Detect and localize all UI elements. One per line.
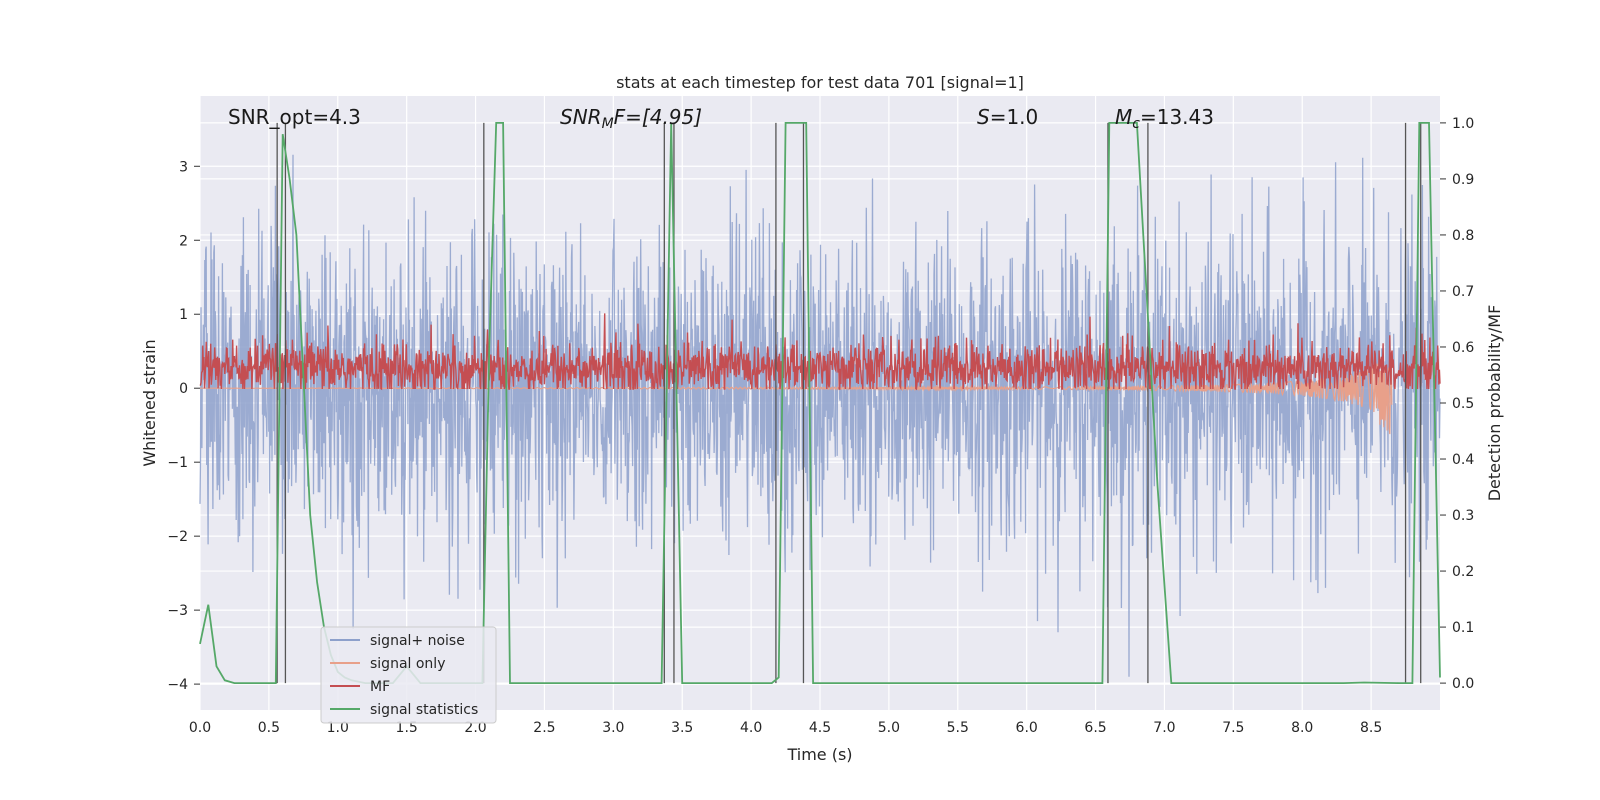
- y2-tick-label: 0.5: [1452, 396, 1474, 412]
- x-tick-label: 2.5: [533, 720, 555, 736]
- annotation-snr-mf: SNRMF=[4.95]: [560, 105, 702, 132]
- y2-tick-label: 0.1: [1452, 620, 1474, 636]
- y2-tick-label: 0.4: [1452, 452, 1474, 468]
- y2-tick-label: 0.6: [1452, 340, 1474, 356]
- x-tick-label: 0.0: [189, 720, 211, 736]
- y-tick-label: −4: [167, 677, 188, 693]
- y2-tick-label: 1.0: [1452, 116, 1474, 132]
- annotation-snr-mf-sub: M: [602, 116, 614, 132]
- x-tick-label: 5.0: [878, 720, 900, 736]
- x-tick-label: 8.0: [1291, 720, 1313, 736]
- legend: signal+ noise signal only MF signal stat…: [320, 626, 497, 724]
- x-tick-label: 5.5: [947, 720, 969, 736]
- x-tick-label: 4.5: [809, 720, 831, 736]
- y-tick-label: −2: [167, 529, 188, 545]
- x-tick-label: 6.5: [1084, 720, 1106, 736]
- legend-label-stats: signal statistics: [370, 702, 478, 718]
- y-tick-label: 1: [179, 307, 188, 323]
- annotation-mc-rest: =13.43: [1140, 105, 1214, 129]
- legend-box: [320, 626, 497, 724]
- annotation-mc-main: M: [1115, 105, 1132, 129]
- y-tick-label: 0: [179, 381, 188, 397]
- x-tick-label: 7.0: [1153, 720, 1175, 736]
- annotation-snr-opt: SNR_opt=4.3: [228, 105, 361, 129]
- x-tick-label: 2.0: [464, 720, 486, 736]
- y2-tick-label: 0.2: [1452, 564, 1474, 580]
- y2-tick-label: 0.3: [1452, 508, 1474, 524]
- legend-label-signal: signal only: [370, 656, 445, 672]
- mf-series: [199, 313, 1441, 391]
- annotation-s-main: S: [977, 105, 990, 129]
- y2-tick-label: 0.9: [1452, 172, 1474, 188]
- signal-only-series: [200, 355, 1393, 435]
- mf-line: [199, 313, 1441, 391]
- chart-title: stats at each timestep for test data 701…: [616, 73, 1024, 92]
- x-tick-label: 6.0: [1016, 720, 1038, 736]
- y2-axis-label: Detection probability/MF: [1485, 305, 1504, 502]
- annotation-snr-mf-rest: F=[4.95]: [614, 105, 702, 129]
- x-tick-label: 3.5: [671, 720, 693, 736]
- x-tick-label: 8.5: [1360, 720, 1382, 736]
- x-tick-label: 4.0: [740, 720, 762, 736]
- x-tick-label: 0.5: [258, 720, 280, 736]
- y2-tick-label: 0.8: [1452, 228, 1474, 244]
- annotation-s: S=1.0: [977, 105, 1038, 129]
- x-tick-label: 1.5: [396, 720, 418, 736]
- legend-label-mf: MF: [370, 679, 390, 695]
- signal-only-line: [200, 355, 1393, 435]
- y-tick-label: −1: [167, 455, 188, 471]
- annotation-snr-mf-main: SNR: [560, 105, 602, 129]
- y-tick-label: −3: [167, 603, 188, 619]
- annotation-s-rest: =1.0: [990, 105, 1039, 129]
- y-tick-label: 3: [179, 159, 188, 175]
- x-axis-label: Time (s): [786, 745, 852, 764]
- annotation-mc-sub: c: [1132, 116, 1140, 132]
- y-tick-label: 2: [179, 233, 188, 249]
- y2-tick-label: 0.0: [1452, 676, 1474, 692]
- y-axis-label: Whitened strain: [140, 339, 159, 466]
- tick-labels: 0.0 0.5 1.0 1.5 2.0 2.5 3.0 3.5 4.0 4.5 5.0 5.5 6.0 6…: [167, 116, 1474, 736]
- x-tick-label: 7.5: [1222, 720, 1244, 736]
- x-tick-label: 3.0: [602, 720, 624, 736]
- legend-label-noise: signal+ noise: [370, 633, 465, 649]
- annotation-mc: Mc=13.43: [1115, 105, 1214, 132]
- x-tick-label: 1.0: [327, 720, 349, 736]
- y2-tick-label: 0.7: [1452, 284, 1474, 300]
